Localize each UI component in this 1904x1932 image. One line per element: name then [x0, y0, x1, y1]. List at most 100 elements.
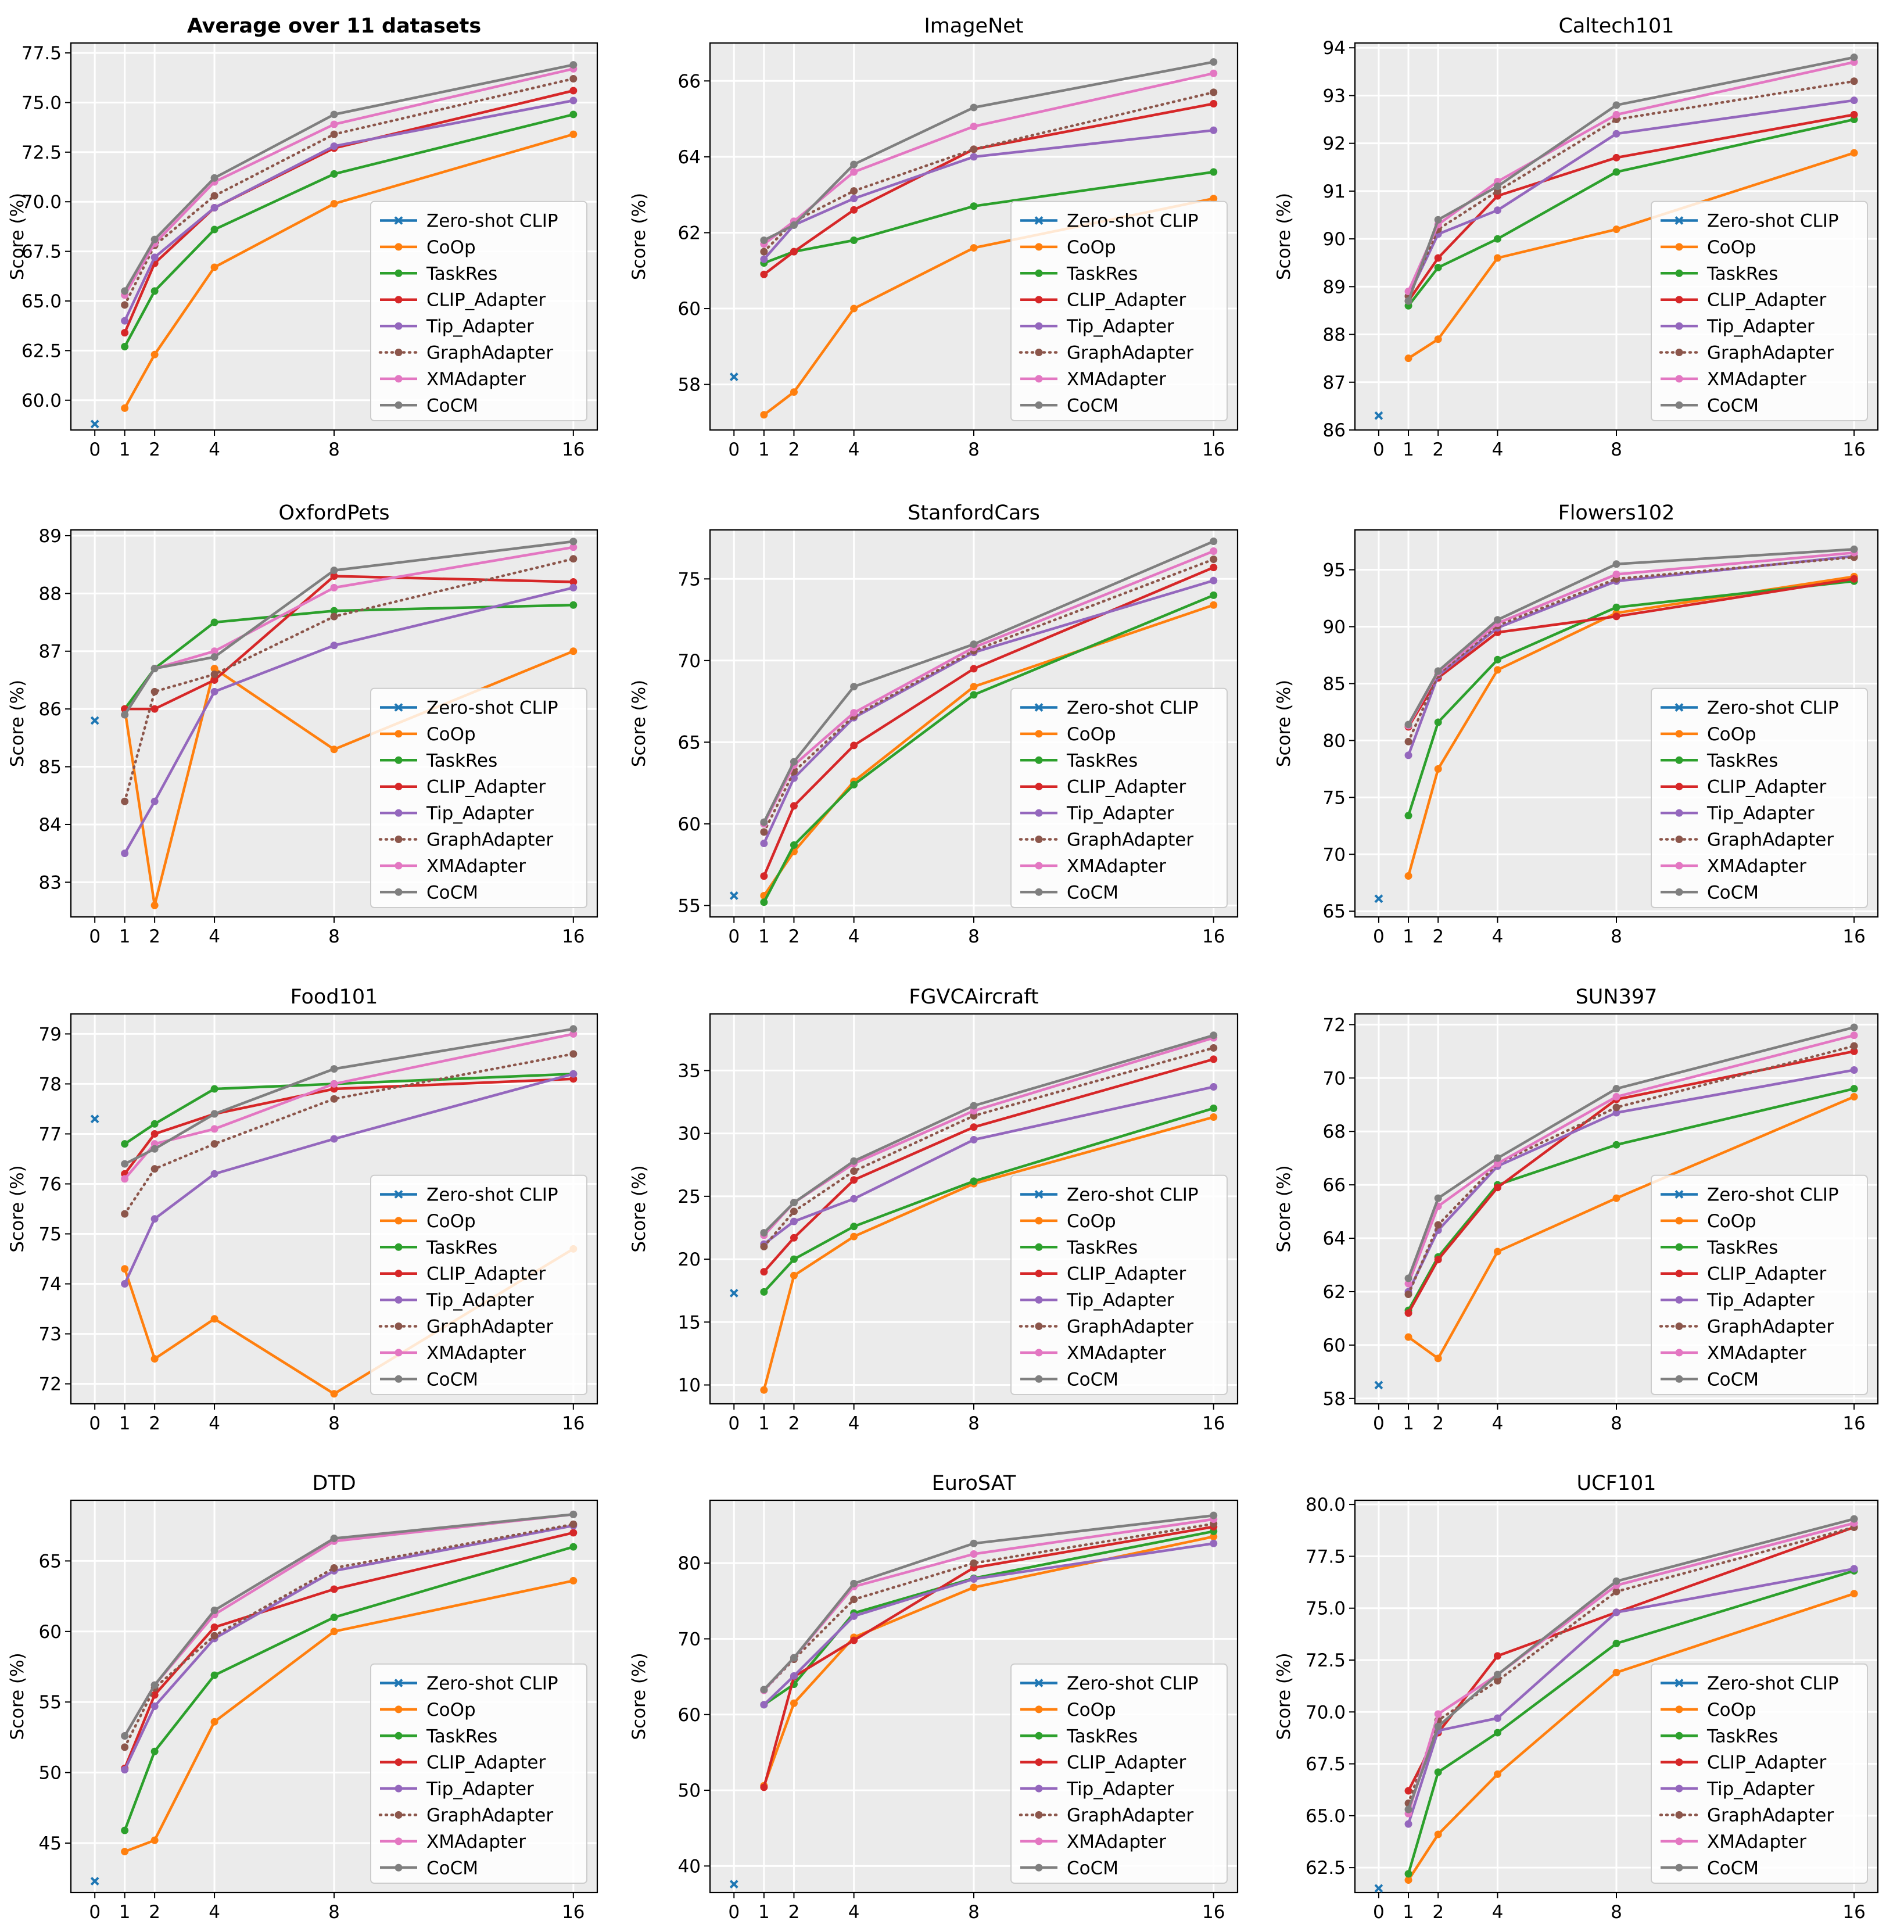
point-taskres [1850, 1085, 1858, 1093]
x-tick-label: 8 [328, 1413, 340, 1434]
legend-item-coop: CoOp [380, 1700, 476, 1720]
point-cocm [1434, 1722, 1442, 1730]
x-tick-label: 2 [788, 1413, 800, 1434]
point-cocm [210, 174, 218, 182]
point-cocm [1850, 545, 1858, 553]
point-clip-adapter [150, 1130, 159, 1138]
point-graphadapter [210, 192, 218, 200]
x-tick-label: 2 [1432, 1413, 1444, 1434]
y-tick-label: 15 [678, 1312, 701, 1333]
legend-item-tip-adapter: Tip_Adapter [1661, 1779, 1815, 1800]
legend: Zero-shot CLIP CoOp TaskRes CLIP_Adapter Tip… [1010, 687, 1228, 909]
point-cocm [850, 1157, 858, 1165]
y-tick-label: 62.5 [1306, 1858, 1346, 1879]
y-tick-label: 75.0 [21, 92, 62, 113]
point-xmadapter [970, 1550, 978, 1558]
legend-item-xmadapter: XMAdapter [380, 856, 526, 877]
x-tick-label: 0 [1373, 1902, 1385, 1923]
legend-item-xmadapter: XMAdapter [1661, 369, 1806, 390]
point-clip-adapter [1210, 564, 1218, 572]
legend-label: GraphAdapter [1067, 1317, 1193, 1338]
y-axis-label: Score (%) [1274, 1165, 1295, 1252]
panel-oxfordpets: 0 1 2 4 8 16 83 84 85 86 87 88 89 Score (%) OxfordPets… [7, 501, 598, 947]
y-tick-label: 76 [39, 1174, 62, 1195]
y-axis-label: Score (%) [1274, 680, 1295, 767]
legend-label: CLIP_Adapter [1707, 1264, 1826, 1285]
point-tip-adapter [850, 1612, 858, 1620]
point-cocm [760, 1229, 768, 1237]
point-taskres [1612, 1141, 1620, 1149]
panel-title: ImageNet [924, 15, 1023, 38]
point-taskres [210, 618, 218, 626]
y-tick-label: 84 [39, 815, 62, 836]
point-taskres [121, 1140, 129, 1148]
point-cocm [1210, 537, 1218, 546]
point-graphadapter [121, 1743, 129, 1751]
panel-average-over-11-datasets: 0 1 2 4 8 16 60.0 62.5 65.0 67.5 70.0 72.5 75.0 77.5 S… [7, 15, 598, 460]
point-taskres [330, 1614, 338, 1622]
y-tick-label: 70 [678, 1629, 701, 1650]
legend-item-taskres: TaskRes [380, 263, 497, 284]
legend-label: XMAdapter [426, 369, 526, 390]
y-tick-label: 68 [1323, 1121, 1346, 1142]
x-tick-label: 16 [1202, 926, 1225, 947]
legend-item-zero-shot-clip: Zero-shot CLIP [1661, 211, 1839, 232]
point-coop [330, 745, 338, 754]
y-tick-label: 80 [678, 1553, 701, 1574]
point-cocm [1434, 216, 1442, 224]
point-cocm [330, 567, 338, 575]
point-taskres [330, 607, 338, 615]
legend-label: Tip_Adapter [426, 1779, 534, 1800]
x-tick-label: 0 [89, 1902, 101, 1923]
legend-item-clip-adapter: CLIP_Adapter [380, 290, 546, 311]
legend-label: CLIP_Adapter [426, 290, 546, 311]
point-clip-adapter [1612, 612, 1620, 621]
legend-box [370, 687, 587, 909]
point-tip-adapter [1210, 576, 1218, 585]
point-taskres [1612, 168, 1620, 176]
legend-label: CLIP_Adapter [1067, 1752, 1186, 1773]
zero-shot-clip-point [90, 1877, 99, 1886]
point-tip-adapter [970, 1135, 978, 1144]
legend-label: TaskRes [1066, 263, 1138, 284]
legend: Zero-shot CLIP CoOp TaskRes CLIP_Adapter Tip… [1651, 1174, 1868, 1396]
point-cocm [210, 1606, 218, 1614]
point-coop [760, 411, 768, 419]
point-tip-adapter [210, 1170, 218, 1178]
point-cocm [1612, 1085, 1620, 1093]
point-taskres [1210, 1104, 1218, 1112]
legend-label: TaskRes [426, 750, 497, 771]
y-tick-label: 72 [1323, 1015, 1346, 1035]
point-cocm [1850, 53, 1858, 62]
point-coop [790, 388, 798, 396]
legend-label: TaskRes [1066, 750, 1138, 771]
x-tick-label: 16 [1842, 926, 1865, 947]
y-tick-label: 77.5 [1306, 1546, 1346, 1567]
y-axis-label: Score (%) [629, 1165, 650, 1252]
legend-item-cocm: CoCM [1020, 1858, 1118, 1879]
legend-label: CLIP_Adapter [426, 777, 546, 798]
point-coop [1850, 1590, 1858, 1598]
zero-shot-clip-point [1374, 1884, 1383, 1893]
panel-title: FGVCAircraft [909, 985, 1038, 1009]
point-xmadapter [330, 120, 338, 128]
x-tick-label: 8 [1611, 439, 1622, 460]
legend-label: XMAdapter [1067, 1831, 1166, 1852]
x-tick-label: 1 [1403, 1902, 1414, 1923]
x-tick-label: 8 [968, 1902, 980, 1923]
x-tick-label: 4 [209, 439, 220, 460]
y-tick-label: 55 [39, 1692, 62, 1713]
legend-item-coop: CoOp [1020, 1700, 1116, 1720]
y-tick-label: 66 [678, 71, 701, 92]
point-graphadapter [1210, 1044, 1218, 1052]
legend-item-tip-adapter: Tip_Adapter [1020, 1779, 1174, 1800]
point-cocm [970, 103, 978, 112]
legend-item-graphadapter: GraphAdapter [1659, 343, 1834, 364]
point-tip-adapter [1210, 1539, 1218, 1547]
y-tick-label: 62 [1323, 1282, 1346, 1303]
point-graphadapter [970, 1559, 978, 1567]
y-tick-label: 78 [39, 1074, 62, 1095]
point-cocm [970, 1539, 978, 1547]
point-xmadapter [970, 123, 978, 131]
